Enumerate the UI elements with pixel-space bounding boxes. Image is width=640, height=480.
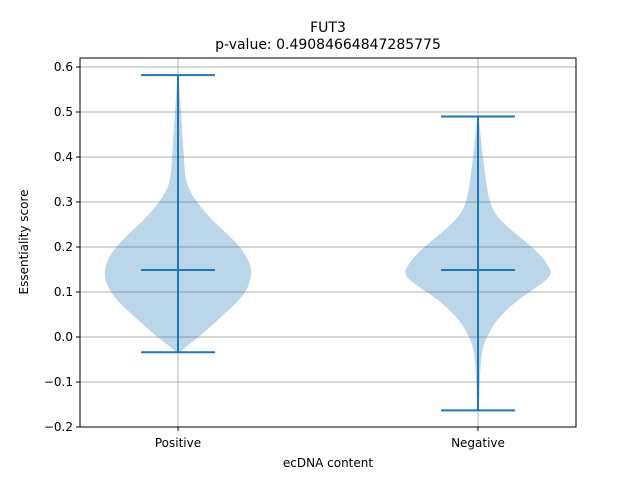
tick-layer: −0.2 −0.1 0.0 0.1 0.2 0.3 0.4 0.5 0.6 Positive Neg… (44, 60, 505, 450)
y-tick-label: −0.1 (44, 375, 73, 389)
violin-layer (104, 74, 551, 412)
y-tick-label: −0.2 (44, 420, 73, 434)
chart-title: FUT3 (310, 20, 346, 36)
x-axis-label: ecDNA content (283, 456, 373, 470)
y-tick-label: 0.4 (54, 150, 73, 164)
y-tick-label: 0.6 (54, 60, 73, 74)
x-tick-label: Negative (451, 436, 505, 450)
x-tick-label: Positive (155, 436, 201, 450)
chart-subtitle: p-value: 0.49084664847285775 (215, 37, 441, 53)
y-tick-label: 0.5 (54, 105, 73, 119)
y-tick-label: 0.3 (54, 195, 73, 209)
y-tick-label: 0.2 (54, 240, 73, 254)
y-axis-label: Essentiality score (17, 190, 31, 295)
y-tick-label: 0.1 (54, 285, 73, 299)
plot-area-frame (79, 57, 577, 428)
y-tick-label: 0.0 (54, 330, 73, 344)
